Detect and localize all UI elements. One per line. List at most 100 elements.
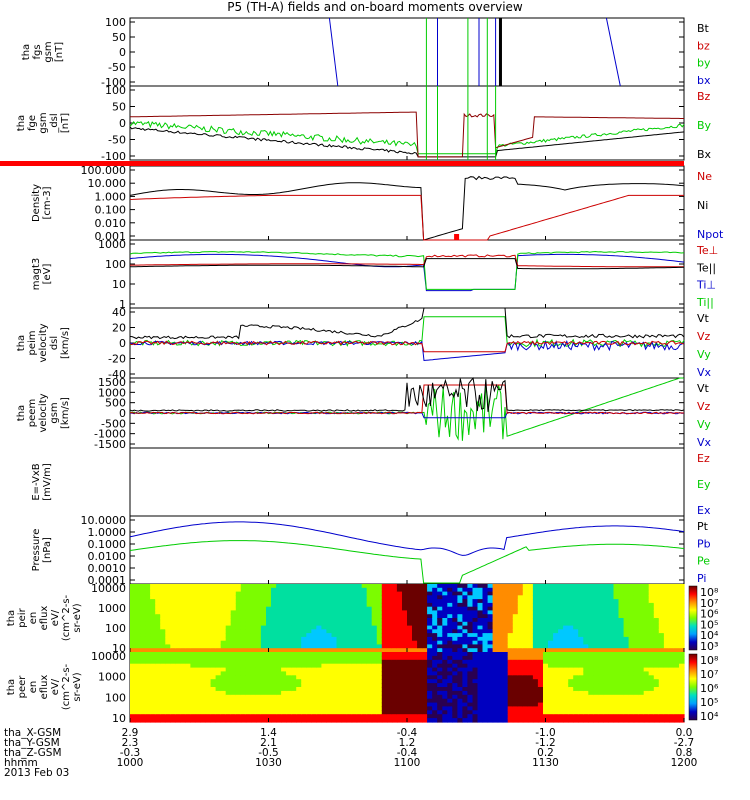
heatmap-cell <box>679 683 685 688</box>
heatmap-cell <box>150 714 156 719</box>
heatmap-cell <box>522 675 529 680</box>
heatmap-cell <box>679 625 685 630</box>
heatmap-cell <box>276 591 282 596</box>
heatmap-cell <box>527 698 534 704</box>
heatmap-cell <box>502 679 509 684</box>
heatmap-cell <box>230 636 237 642</box>
heatmap-cell <box>165 644 171 649</box>
heatmap-cell <box>482 663 489 669</box>
heatmap-cell <box>220 606 227 612</box>
heatmap-cell <box>447 621 453 627</box>
heatmap-cell <box>588 655 594 661</box>
heatmap-cell <box>573 602 579 608</box>
heatmap-cell <box>371 706 378 711</box>
heatmap-cell <box>553 610 559 615</box>
heatmap-cell <box>240 675 247 680</box>
heatmap-cell <box>452 640 458 646</box>
heatmap-cell <box>185 690 191 696</box>
heatmap-cell <box>341 602 348 608</box>
heatmap-cell <box>175 675 181 680</box>
heatmap-cell <box>588 710 594 715</box>
heatmap-cell <box>396 683 403 688</box>
heatmap-cell <box>175 718 181 723</box>
heatmap-cell <box>225 610 232 615</box>
heatmap-cell <box>417 671 423 676</box>
heatmap-cell <box>351 633 358 638</box>
heatmap-cell <box>225 714 232 719</box>
heatmap-cell <box>210 675 217 680</box>
heatmap-cell <box>336 595 343 600</box>
heatmap-cell <box>170 621 176 627</box>
heatmap-cell <box>643 663 650 669</box>
heatmap-cell <box>381 621 388 627</box>
heatmap-cell <box>598 614 604 619</box>
heatmap-cell <box>432 714 438 719</box>
heatmap-cell <box>502 714 509 719</box>
heatmap-cell <box>679 640 685 646</box>
heatmap-cell <box>482 648 489 653</box>
heatmap-cell <box>336 633 343 638</box>
heatmap-cell <box>568 667 574 673</box>
heatmap-cell <box>578 606 584 612</box>
heatmap-cell <box>240 621 247 627</box>
heatmap-cell <box>240 671 247 676</box>
heatmap-cell <box>512 595 519 600</box>
heatmap-cell <box>260 655 267 661</box>
heatmap-cell <box>150 629 156 634</box>
heatmap-cell <box>598 659 604 665</box>
heatmap-cell <box>563 636 569 642</box>
heatmap-cell <box>497 671 504 676</box>
heatmap-cell <box>346 667 353 673</box>
ylabel-line: en <box>28 612 39 625</box>
heatmap-cell <box>220 714 227 719</box>
heatmap-cell <box>663 702 670 708</box>
heatmap-cell <box>170 714 176 719</box>
heatmap-cell <box>296 614 302 619</box>
heatmap-cell <box>306 702 312 708</box>
heatmap-cell <box>260 718 267 723</box>
heatmap-cell <box>608 667 615 673</box>
heatmap-cell <box>130 706 136 711</box>
heatmap-cell <box>170 595 176 600</box>
heatmap-cell <box>613 629 620 634</box>
heatmap-cell <box>175 663 181 669</box>
heatmap-cell <box>386 679 393 684</box>
heatmap-cell <box>271 702 277 708</box>
heatmap-cell <box>452 690 458 696</box>
heatmap-cell <box>145 625 151 630</box>
heatmap-cell <box>130 702 136 708</box>
heatmap-cell <box>271 683 277 688</box>
heatmap-cell <box>210 587 217 593</box>
heatmap-cell <box>235 652 242 657</box>
heatmap-cell <box>527 710 534 715</box>
ephemeris-label: hhmm <box>4 757 38 769</box>
heatmap-cell <box>417 595 423 600</box>
heatmap-cell <box>437 591 443 596</box>
heatmap-cell <box>472 706 479 711</box>
heatmap-cell <box>532 687 539 692</box>
heatmap-cell <box>336 591 343 596</box>
heatmap-cell <box>563 710 569 715</box>
heatmap-cell <box>668 702 675 708</box>
heatmap-cell <box>341 591 348 596</box>
heatmap-cell <box>522 690 529 696</box>
heatmap-cell <box>346 602 353 608</box>
heatmap-cell <box>175 698 181 704</box>
heatmap-cell <box>653 652 660 657</box>
heatmap-cell <box>371 640 378 646</box>
heatmap-cell <box>618 683 625 688</box>
heatmap-cell <box>608 679 615 684</box>
heatmap-cell <box>679 587 685 593</box>
heatmap-cell <box>512 614 519 619</box>
heatmap-cell <box>301 625 307 630</box>
heatmap-cell <box>613 702 620 708</box>
heatmap-cell <box>306 629 312 634</box>
heatmap-cell <box>482 606 489 612</box>
heatmap-cell <box>507 599 514 604</box>
heatmap-cell <box>195 718 202 723</box>
heatmap-cell <box>180 633 186 638</box>
heatmap-cell <box>583 655 589 661</box>
heatmap-cell <box>386 659 393 665</box>
heatmap-cell <box>306 671 312 676</box>
heatmap-cell <box>341 636 348 642</box>
